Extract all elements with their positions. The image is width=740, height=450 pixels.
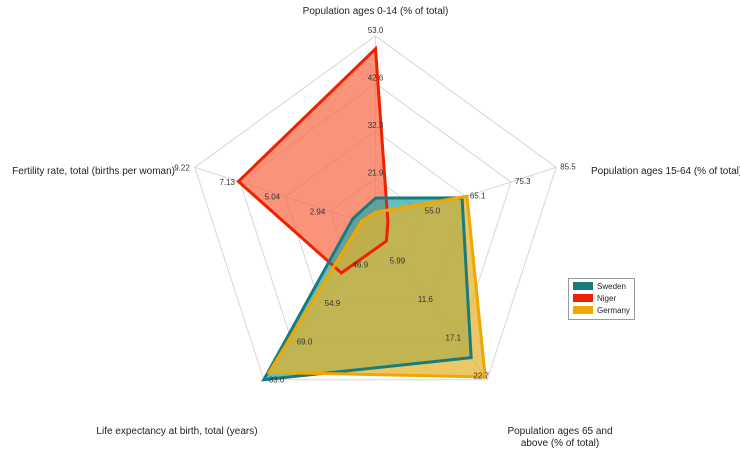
axis-title-2: Population ages 15-64 (% of total): [591, 166, 740, 177]
tick-label: 85.5: [560, 162, 576, 171]
tick-label: 21.9: [368, 169, 384, 178]
tick-label: 65.1: [470, 192, 486, 201]
legend-swatch-germany: [573, 306, 593, 314]
series-line-niger: [236, 45, 390, 275]
legend-label-sweden: Sweden: [597, 282, 626, 291]
axis-title-5: Fertility rate, total (births per woman): [12, 166, 175, 177]
legend-label-niger: Niger: [597, 294, 616, 303]
tick-label: 7.13: [219, 178, 235, 187]
tick-label: 75.3: [515, 177, 531, 186]
series-area-germany: [269, 196, 486, 377]
axis-title-4: Life expectancy at birth, total (years): [96, 426, 257, 437]
radar-series: [236, 45, 487, 382]
legend-swatch-sweden: [573, 282, 593, 290]
tick-label: 11.6: [418, 295, 434, 304]
series-line-germany: [266, 194, 487, 379]
tick-label: 55.0: [425, 206, 441, 215]
tick-label: 69.0: [297, 337, 313, 346]
radar-axis-titles: Population ages 0-14 (% of total) Populat…: [12, 6, 740, 449]
tick-label: 32.3: [368, 121, 384, 130]
legend: Sweden Niger Germany: [568, 278, 635, 320]
tick-label: 53.0: [368, 26, 384, 35]
tick-label: 54.9: [325, 299, 341, 308]
tick-label: 17.1: [445, 333, 461, 342]
series-area-niger: [238, 48, 388, 273]
tick-label: 2.94: [310, 207, 326, 216]
series-line-sweden: [261, 196, 473, 382]
axis-title-1: Population ages 0-14 (% of total): [303, 6, 449, 17]
axis-title-3: Population ages 65 and above (% of total): [507, 426, 612, 449]
radar-tick-labels: 21.9 32.3 42.6 53.0 55.0 65.1 75.3 85.5 5.99 11.6…: [174, 26, 576, 385]
tick-label: 22.7: [473, 372, 489, 381]
tick-label: 9.22: [174, 163, 190, 172]
tick-label: 83.0: [269, 376, 285, 385]
legend-label-germany: Germany: [597, 306, 630, 315]
tick-label: 5.04: [265, 193, 281, 202]
tick-label: 5.99: [390, 256, 406, 265]
tick-label: 46.9: [353, 260, 369, 269]
tick-label: 42.6: [368, 74, 384, 83]
legend-swatch-niger: [573, 294, 593, 302]
grid-ring-4: [194, 35, 557, 381]
